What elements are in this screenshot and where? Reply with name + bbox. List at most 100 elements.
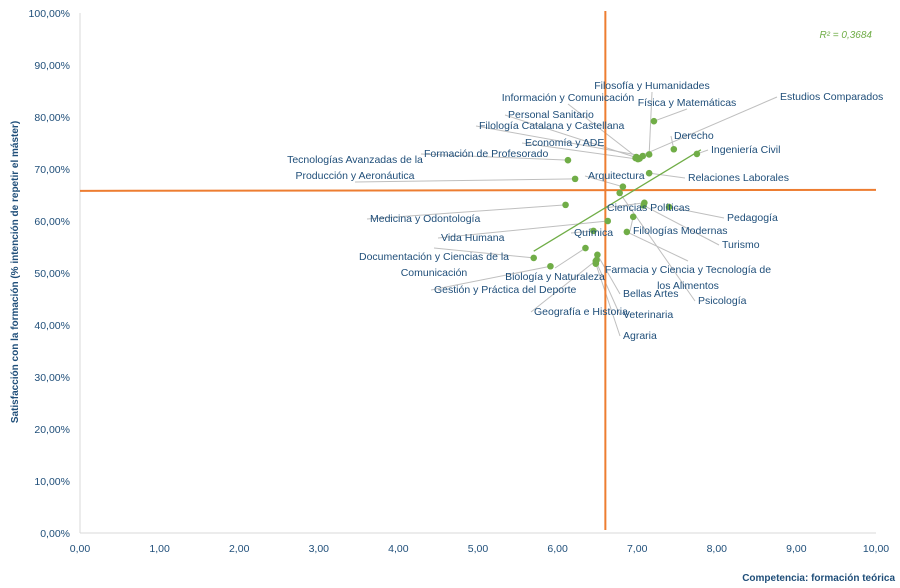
y-tick-label: 20,00% [34,424,70,436]
data-point [616,189,623,197]
leader-line [584,175,624,188]
leader-line [595,260,621,316]
point-label: Agraria [623,330,657,342]
point-label: Personal Sanitario [508,109,594,121]
x-tick-label: 10,00 [863,543,889,555]
y-tick-label: 60,00% [34,216,70,228]
data-point [590,227,597,235]
x-tick-label: 7,00 [627,543,648,555]
y-tick-label: 10,00% [34,476,70,488]
x-tick-label: 0,00 [70,543,91,555]
data-point [594,251,601,259]
y-tick-label: 0,00% [40,528,70,540]
point-label: Estudios Comparados [780,91,883,103]
data-point [562,201,569,209]
leader-line [554,247,586,269]
leader-line [430,265,551,291]
data-point [645,151,653,158]
data-point [670,145,678,153]
data-point [640,202,647,209]
y-mean-reference-line [79,188,877,192]
data-points [530,117,701,270]
point-label: Bellas Artes [623,288,678,300]
data-point [619,183,627,190]
leader-line [653,108,688,122]
leader-line [649,172,686,179]
leader-line [643,204,720,246]
leader-line [521,142,639,160]
point-label: Medicina y Odontología [370,213,480,225]
x-axis-title: Competencia: formación teórica [742,573,895,584]
x-tick-label: 1,00 [149,543,170,555]
y-axis-title: Satisfacción con la formación (% intenci… [10,121,21,423]
point-label: Economía y ADE [525,137,604,149]
point-label: Relaciones Laborales [688,172,789,184]
x-tick-label: 3,00 [309,543,330,555]
point-label: Veterinaria [623,309,673,321]
point-label: Gestión y Práctica del Deporte [434,284,577,296]
y-tick-labels: 0,00% 10,00% 20,00% 30,00% 40,00% 50,00% 60,00… [29,8,70,540]
point-label: Vida Humana [441,232,505,244]
x-tick-label: 9,00 [786,543,807,555]
leader-lines [354,91,778,337]
leader-line [570,230,594,234]
leader-line [619,192,696,302]
data-point [634,155,642,163]
y-tick-label: 30,00% [34,372,70,384]
data-point [592,260,600,267]
point-label: Ingeniería Civil [711,144,780,156]
x-tick-labels: 0,00 1,00 2,00 3,00 4,00 5,00 6,00 7,00 8,00 9,00… [70,543,890,555]
leader-line [530,259,597,313]
leader-line [420,153,568,161]
leader-line [648,91,653,155]
y-tick-label: 40,00% [34,320,70,332]
point-label: Filosofía y Humanidades [594,80,710,92]
data-point [623,228,631,236]
point-label: Filología Catalana y Castellana [479,120,624,132]
point-label: Química [574,227,613,239]
point-label: Geografía e Historia [534,306,628,318]
leader-line [354,178,576,183]
x-tick-label: 2,00 [229,543,250,555]
axes [79,13,876,534]
leader-line [668,206,725,219]
point-label: Información y Comunicación [502,92,635,104]
data-point [547,262,554,270]
reference-lines [79,11,877,530]
data-point [645,169,653,177]
y-tick-label: 70,00% [34,164,70,176]
point-label: Psicología [698,295,747,307]
trendline [533,149,702,252]
data-point [571,175,579,183]
data-point [665,203,673,211]
data-point [564,156,572,164]
data-point [530,254,538,262]
x-tick-label: 8,00 [707,543,728,555]
point-label: Tecnologías Avanzadas de la Producción y … [287,154,423,182]
point-label: Biología y Naturaleza [505,271,605,283]
data-point [629,213,637,221]
leader-line [595,263,621,337]
leader-line [603,202,645,209]
point-label: Filologías Modernas [633,225,728,237]
point-label: Pedagogía [727,212,778,224]
data-point [582,244,589,252]
leader-line [635,96,778,159]
point-label: Derecho [674,130,714,142]
y-tick-label: 50,00% [34,268,70,280]
data-point [650,117,658,125]
data-point [639,152,647,160]
x-tick-label: 6,00 [547,543,568,555]
data-point [604,217,612,225]
y-tick-label: 80,00% [34,112,70,124]
leader-line [433,247,534,259]
point-label: Turismo [722,239,760,251]
point-label: Documentación y Ciencias de la Comunicaci… [359,251,509,279]
y-tick-label: 100,00% [29,8,70,20]
leader-line [366,204,566,220]
point-label: Arquitectura [588,170,645,182]
x-tick-label: 5,00 [468,543,489,555]
leader-line [475,125,643,157]
